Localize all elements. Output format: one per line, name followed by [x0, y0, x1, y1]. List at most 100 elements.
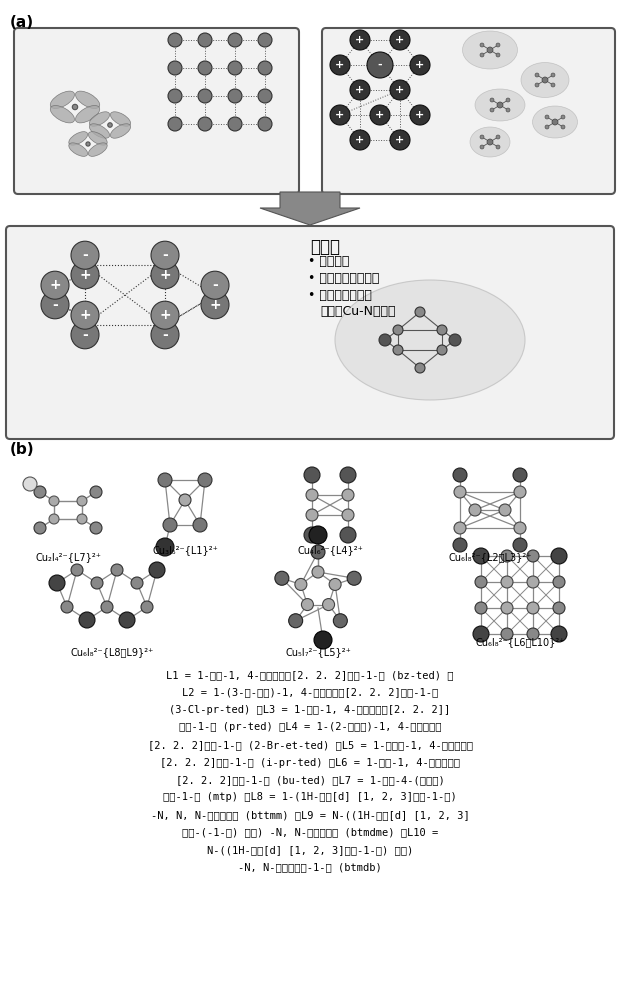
Circle shape — [473, 626, 489, 642]
Ellipse shape — [111, 112, 130, 126]
Circle shape — [168, 89, 182, 103]
FancyBboxPatch shape — [322, 28, 615, 194]
Text: L1 = 1-苯基-1, 4-二氮杂双环[2. 2. 2]辛烷-1-鍑 (bz-ted) 、: L1 = 1-苯基-1, 4-二氮杂双环[2. 2. 2]辛烷-1-鍑 (bz-… — [166, 670, 454, 680]
Circle shape — [514, 522, 526, 534]
Ellipse shape — [463, 31, 517, 69]
Circle shape — [228, 33, 242, 47]
Circle shape — [506, 98, 510, 102]
Circle shape — [490, 98, 494, 102]
Circle shape — [553, 602, 565, 614]
Ellipse shape — [335, 280, 525, 400]
Text: [2. 2. 2]辛烷-1-鍑 (i-pr-ted) 、L6 = 1-丁基-1, 4-二氮杂双环: [2. 2. 2]辛烷-1-鍑 (i-pr-ted) 、L6 = 1-丁基-1,… — [160, 758, 460, 768]
Circle shape — [379, 334, 391, 346]
Text: Cu₃I₅²⁻{L1}²⁺: Cu₃I₅²⁻{L1}²⁺ — [152, 545, 218, 555]
Ellipse shape — [76, 91, 100, 108]
Circle shape — [198, 473, 212, 487]
FancyBboxPatch shape — [6, 226, 614, 439]
Circle shape — [350, 130, 370, 150]
Circle shape — [527, 602, 539, 614]
Ellipse shape — [50, 91, 75, 108]
Circle shape — [393, 325, 403, 335]
Circle shape — [497, 102, 503, 108]
Circle shape — [551, 73, 555, 77]
Text: [2. 2. 2]辛烷-1-鍑 (2-Br-et-ted) 、L5 = 1-异丙基-1, 4-二氮杂双环: [2. 2. 2]辛烷-1-鍑 (2-Br-et-ted) 、L5 = 1-异丙… — [148, 740, 473, 750]
Circle shape — [193, 518, 207, 532]
Circle shape — [34, 486, 46, 498]
Circle shape — [71, 564, 83, 576]
Text: -: - — [162, 248, 168, 262]
Text: -N, N-二丁基丁烷-1-錔 (btmdb): -N, N-二丁基丁烷-1-錔 (btmdb) — [238, 862, 382, 872]
Circle shape — [513, 468, 527, 482]
Circle shape — [496, 43, 500, 47]
Circle shape — [496, 145, 500, 149]
Text: +: + — [159, 268, 171, 282]
Circle shape — [490, 108, 494, 112]
Circle shape — [561, 115, 565, 119]
Text: +: + — [355, 85, 365, 95]
Text: (a): (a) — [10, 15, 34, 30]
Circle shape — [501, 602, 513, 614]
Circle shape — [295, 578, 307, 590]
Circle shape — [198, 33, 212, 47]
Circle shape — [475, 576, 487, 588]
Text: 多合一: 多合一 — [310, 238, 340, 256]
Circle shape — [289, 614, 302, 628]
Circle shape — [86, 142, 90, 146]
Text: (3-Cl-pr-ted) 、L3 = 1-丙基-1, 4-二氮杂双环[2. 2. 2]]: (3-Cl-pr-ted) 、L3 = 1-丙基-1, 4-二氮杂双环[2. 2… — [170, 705, 451, 715]
Text: -: - — [162, 328, 168, 342]
Text: +: + — [396, 85, 405, 95]
Circle shape — [347, 571, 361, 585]
Circle shape — [527, 550, 539, 562]
Circle shape — [527, 628, 539, 640]
Text: Cu₅I₇²⁻{L5}²⁺: Cu₅I₇²⁻{L5}²⁺ — [285, 647, 351, 657]
Text: Cu₆I₈²⁻{L6或L10}²⁺: Cu₆I₈²⁻{L6或L10}²⁺ — [475, 637, 564, 647]
Circle shape — [201, 291, 229, 319]
Circle shape — [390, 130, 410, 150]
Text: (b): (b) — [10, 442, 35, 457]
Circle shape — [410, 55, 430, 75]
Circle shape — [141, 601, 153, 613]
Text: Cu₂I₄²⁻{L7}²⁺: Cu₂I₄²⁻{L7}²⁺ — [35, 552, 101, 562]
Text: 之间的Cu-N配位键: 之间的Cu-N配位键 — [320, 305, 396, 318]
Circle shape — [496, 135, 500, 139]
Circle shape — [545, 115, 549, 119]
Circle shape — [437, 345, 447, 355]
Circle shape — [151, 261, 179, 289]
Circle shape — [473, 548, 489, 564]
Circle shape — [198, 117, 212, 131]
Text: +: + — [396, 35, 405, 45]
Circle shape — [90, 486, 102, 498]
Text: -: - — [82, 248, 88, 262]
Circle shape — [41, 271, 69, 299]
Ellipse shape — [88, 143, 107, 156]
Text: -: - — [378, 60, 383, 70]
Text: +: + — [335, 60, 345, 70]
Text: -: - — [212, 278, 218, 292]
Circle shape — [71, 241, 99, 269]
Circle shape — [453, 468, 467, 482]
Circle shape — [342, 509, 354, 521]
Text: +: + — [335, 110, 345, 120]
Circle shape — [304, 467, 320, 483]
Text: -N, N, N-三甲基甲錔 (bttmm) 、L9 = N-((1H-苯并[d] [1, 2, 3]: -N, N, N-三甲基甲錔 (bttmm) 、L9 = N-((1H-苯并[d… — [151, 810, 469, 820]
Polygon shape — [260, 192, 360, 225]
Circle shape — [101, 601, 113, 613]
Circle shape — [454, 486, 466, 498]
Circle shape — [340, 467, 356, 483]
Circle shape — [340, 527, 356, 543]
Circle shape — [77, 514, 87, 524]
Circle shape — [306, 489, 318, 501]
Circle shape — [301, 599, 314, 611]
Circle shape — [449, 334, 461, 346]
Circle shape — [469, 504, 481, 516]
Circle shape — [304, 527, 320, 543]
Circle shape — [514, 486, 526, 498]
Ellipse shape — [532, 106, 578, 138]
Circle shape — [108, 123, 112, 127]
Circle shape — [72, 104, 78, 110]
Ellipse shape — [475, 89, 525, 121]
Text: Cu₆I₈²⁻{L8或L9}²⁺: Cu₆I₈²⁻{L8或L9}²⁺ — [70, 647, 153, 657]
Circle shape — [506, 108, 510, 112]
Text: +: + — [355, 35, 365, 45]
Circle shape — [228, 89, 242, 103]
